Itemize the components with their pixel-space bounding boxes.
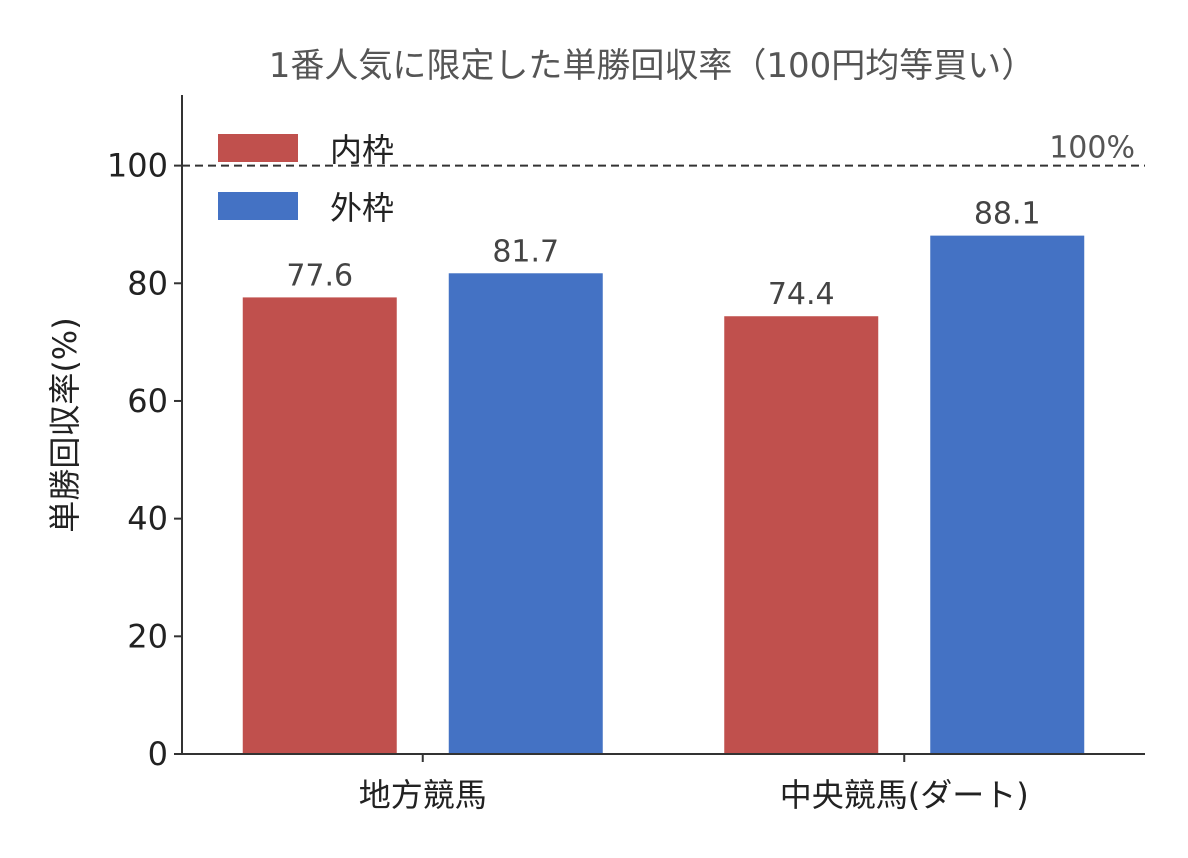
y-axis-label: 単勝回収率(%): [46, 317, 84, 532]
y-tick-label: 60: [127, 382, 168, 420]
x-ticks-group: 地方競馬 中央競馬(ダート): [359, 754, 1029, 814]
bar-value-label: 74.4: [768, 277, 835, 312]
bar: [724, 316, 879, 754]
bar: [448, 273, 603, 754]
legend-label: 外枠: [330, 189, 394, 227]
legend-swatch: [218, 134, 298, 162]
y-ticks-group: 0 20 40 60 80 100: [107, 147, 182, 773]
y-tick-label: 40: [127, 500, 168, 538]
bar: [242, 297, 397, 754]
x-tick-label: 地方競馬: [359, 776, 487, 814]
reference-line-label: 100%: [1049, 131, 1135, 166]
x-tick-label: 中央競馬(ダート): [780, 776, 1029, 814]
y-tick-label: 80: [127, 264, 168, 302]
bar-value-label: 81.7: [492, 234, 559, 269]
bars-group: [242, 235, 1085, 754]
legend-label: 内枠: [330, 131, 394, 169]
chart-title: 1番人気に限定した単勝回収率（100円均等買い）: [269, 46, 1036, 86]
y-tick-label: 20: [127, 617, 168, 655]
y-tick-label: 100: [107, 147, 168, 185]
bar-value-label: 88.1: [974, 197, 1041, 232]
bar: [930, 235, 1085, 754]
legend-swatch: [218, 192, 298, 220]
bar-value-label: 77.6: [286, 258, 353, 293]
y-tick-label: 0: [148, 735, 168, 773]
data-labels-group: 77.6 81.7 74.4 88.1: [286, 197, 1040, 313]
